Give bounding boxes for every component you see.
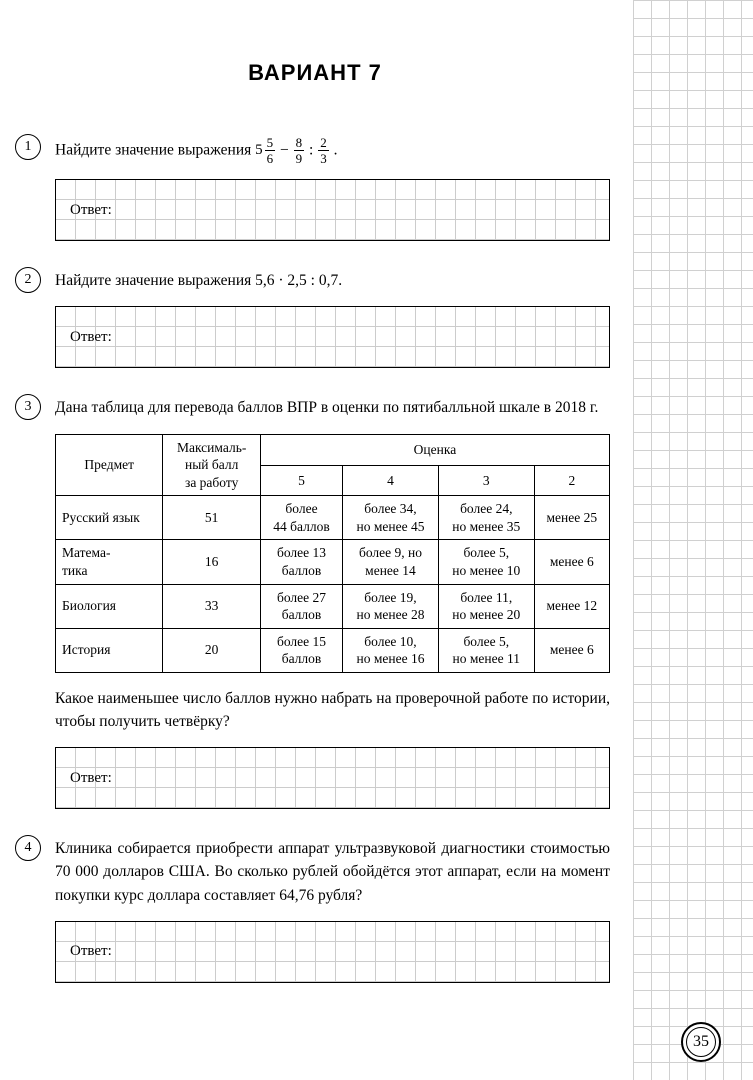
fraction-2: 89 <box>294 136 305 165</box>
page-title: ВАРИАНТ 7 <box>20 60 610 86</box>
page-content: ВАРИАНТ 7 1 Найдите значение выражения 5… <box>0 0 640 1031</box>
th-g3: 3 <box>438 465 534 496</box>
task-text: Найдите значение выражения 5 56 − 89 : 2… <box>55 136 610 165</box>
th-max: Максималь-ный баллза работу <box>163 434 260 496</box>
answer-label: Ответ: <box>56 307 126 367</box>
task-4: 4 Клиника собирается приобрести аппарат … <box>20 837 610 983</box>
th-g5: 5 <box>260 465 342 496</box>
mixed-fraction-1: 5 56 <box>255 136 276 165</box>
answer-label: Ответ: <box>56 748 126 808</box>
table-row: Матема-тика 16 более 13баллов более 9, н… <box>56 540 610 584</box>
task-question: Какое наименьшее число баллов нужно набр… <box>55 687 610 734</box>
task-number-badge: 2 <box>15 267 41 293</box>
table-row: История 20 более 15баллов более 10,но ме… <box>56 628 610 672</box>
th-g4: 4 <box>343 465 439 496</box>
task-3: 3 Дана таблица для перевода баллов ВПР в… <box>20 396 610 809</box>
task-text: Найдите значение выражения 5,6 · 2,5 : 0… <box>55 269 610 292</box>
table-row: Биология 33 более 27баллов более 19,но м… <box>56 584 610 628</box>
answer-label: Ответ: <box>56 180 126 240</box>
text-prefix: Найдите значение выражения <box>55 141 255 158</box>
task-number-badge: 1 <box>15 134 41 160</box>
page-number: 35 <box>681 1022 721 1062</box>
task-intro: Дана таблица для перевода баллов ВПР в о… <box>55 396 610 419</box>
th-grade: Оценка <box>260 434 609 465</box>
task-1: 1 Найдите значение выражения 5 56 − 89 :… <box>20 136 610 241</box>
fraction-3: 23 <box>318 136 329 165</box>
task-2: 2 Найдите значение выражения 5,6 · 2,5 :… <box>20 269 610 368</box>
answer-label: Ответ: <box>56 922 126 982</box>
answer-box[interactable]: Ответ: <box>55 747 610 809</box>
th-g2: 2 <box>534 465 609 496</box>
answer-box[interactable]: Ответ: <box>55 179 610 241</box>
task-text: Клиника собирается приобрести аппарат ул… <box>55 837 610 907</box>
task-number-badge: 3 <box>15 394 41 420</box>
answer-box[interactable]: Ответ: <box>55 921 610 983</box>
grid-paper-background <box>633 0 753 1080</box>
grades-table: Предмет Максималь-ный баллза работу Оцен… <box>55 434 610 673</box>
task-number-badge: 4 <box>15 835 41 861</box>
th-subject: Предмет <box>56 434 163 496</box>
answer-box[interactable]: Ответ: <box>55 306 610 368</box>
table-row: Русский язык 51 более44 баллов более 34,… <box>56 496 610 540</box>
